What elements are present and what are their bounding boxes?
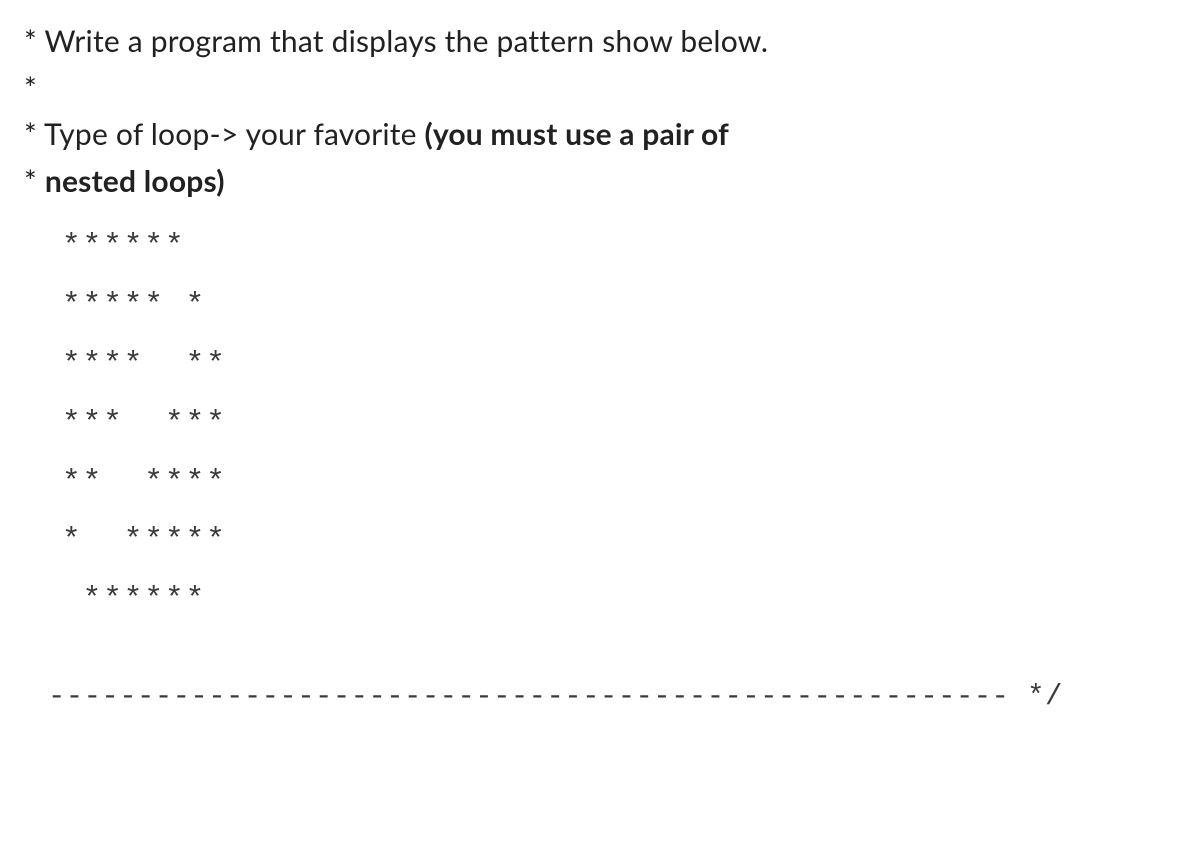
pattern-output-block: ****** ***** * **** ** *** *** ** **** *… [62,218,1176,630]
comment-line-3: * Type of loop-> your favorite (you must… [24,111,1176,158]
comment-line-1: * Write a program that displays the patt… [24,18,1176,65]
pattern-row: ****** [62,218,1176,277]
asterisk-prefix: * [24,23,44,59]
instruction-text: Write a program that displays the patter… [44,23,768,59]
bold-constraint-part1: (you must use a pair of [425,116,729,152]
pattern-row: ****** [62,571,1176,630]
pattern-row: * ***** [62,512,1176,571]
asterisk-prefix: * [24,116,44,152]
loop-type-text: Type of loop-> your favorite [44,116,425,152]
pattern-row: ***** * [62,277,1176,336]
asterisk-prefix: * [24,163,45,199]
comment-line-4: * nested loops) [24,158,1176,205]
bold-constraint-part2: nested loops) [45,163,225,199]
comment-line-2: * [24,65,1176,112]
pattern-row: ** **** [62,454,1176,513]
comment-end-divider: ----------------------------------------… [48,680,1176,713]
pattern-row: **** ** [62,336,1176,395]
pattern-row: *** *** [62,395,1176,454]
